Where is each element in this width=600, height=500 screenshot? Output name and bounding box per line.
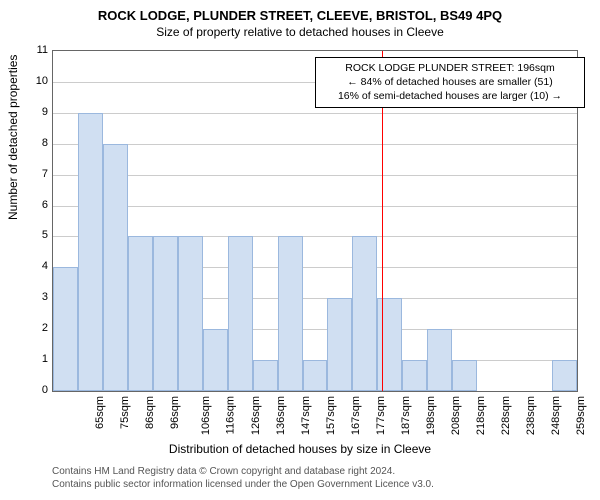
- x-tick: 218sqm: [475, 396, 487, 435]
- footer-text: Contains HM Land Registry data © Crown c…: [52, 466, 434, 491]
- bar: [103, 144, 128, 391]
- x-tick: 187sqm: [400, 396, 412, 435]
- x-tick: 65sqm: [95, 396, 107, 429]
- x-axis-label: Distribution of detached houses by size …: [0, 442, 600, 456]
- bar: [153, 236, 178, 391]
- x-tick: 96sqm: [169, 396, 181, 429]
- gridline: [53, 113, 577, 114]
- gridline: [53, 175, 577, 176]
- x-tick: 259sqm: [575, 396, 587, 435]
- bar: [427, 329, 452, 391]
- y-tick: 2: [28, 322, 48, 334]
- bar: [78, 113, 103, 391]
- y-tick: 1: [28, 353, 48, 365]
- chart-title: ROCK LODGE, PLUNDER STREET, CLEEVE, BRIS…: [0, 0, 600, 23]
- annotation-line: ← 84% of detached houses are smaller (51…: [322, 75, 578, 89]
- y-tick: 4: [28, 260, 48, 272]
- bar: [352, 236, 377, 391]
- x-tick: 228sqm: [500, 396, 512, 435]
- bar: [128, 236, 153, 391]
- x-tick: 198sqm: [425, 396, 437, 435]
- bar: [303, 360, 328, 391]
- bar: [402, 360, 427, 391]
- bar: [327, 298, 352, 391]
- footer-line2: Contains public sector information licen…: [52, 479, 434, 492]
- x-tick: 157sqm: [325, 396, 337, 435]
- annotation-line: ROCK LODGE PLUNDER STREET: 196sqm: [322, 61, 578, 75]
- x-tick: 167sqm: [350, 396, 362, 435]
- bar: [377, 298, 402, 391]
- y-axis-label: Number of detached properties: [6, 55, 20, 220]
- y-tick: 7: [28, 168, 48, 180]
- gridline: [53, 206, 577, 207]
- bar: [178, 236, 203, 391]
- chart-subtitle: Size of property relative to detached ho…: [0, 23, 600, 39]
- y-tick: 8: [28, 137, 48, 149]
- bar: [53, 267, 78, 391]
- bar: [228, 236, 253, 391]
- y-tick: 11: [28, 44, 48, 56]
- chart-container: ROCK LODGE, PLUNDER STREET, CLEEVE, BRIS…: [0, 0, 600, 500]
- x-tick: 208sqm: [450, 396, 462, 435]
- y-tick: 3: [28, 291, 48, 303]
- bar: [452, 360, 477, 391]
- x-tick: 248sqm: [550, 396, 562, 435]
- x-tick: 238sqm: [525, 396, 537, 435]
- x-tick: 75sqm: [119, 396, 131, 429]
- x-tick: 147sqm: [300, 396, 312, 435]
- bar: [278, 236, 303, 391]
- bar: [552, 360, 577, 391]
- y-tick: 0: [28, 384, 48, 396]
- bar: [253, 360, 278, 391]
- x-tick: 116sqm: [225, 396, 237, 434]
- y-tick: 5: [28, 229, 48, 241]
- x-tick: 86sqm: [144, 396, 156, 429]
- x-tick: 106sqm: [200, 396, 212, 435]
- x-tick: 136sqm: [275, 396, 287, 435]
- y-tick: 6: [28, 199, 48, 211]
- x-tick: 126sqm: [250, 396, 262, 435]
- plot-area: ROCK LODGE PLUNDER STREET: 196sqm← 84% o…: [52, 50, 578, 392]
- annotation-line: 16% of semi-detached houses are larger (…: [322, 89, 578, 103]
- footer-line1: Contains HM Land Registry data © Crown c…: [52, 466, 434, 479]
- annotation-box: ROCK LODGE PLUNDER STREET: 196sqm← 84% o…: [315, 57, 585, 108]
- x-tick: 177sqm: [375, 396, 387, 435]
- y-tick: 9: [28, 106, 48, 118]
- y-tick: 10: [28, 75, 48, 87]
- gridline: [53, 144, 577, 145]
- bar: [203, 329, 228, 391]
